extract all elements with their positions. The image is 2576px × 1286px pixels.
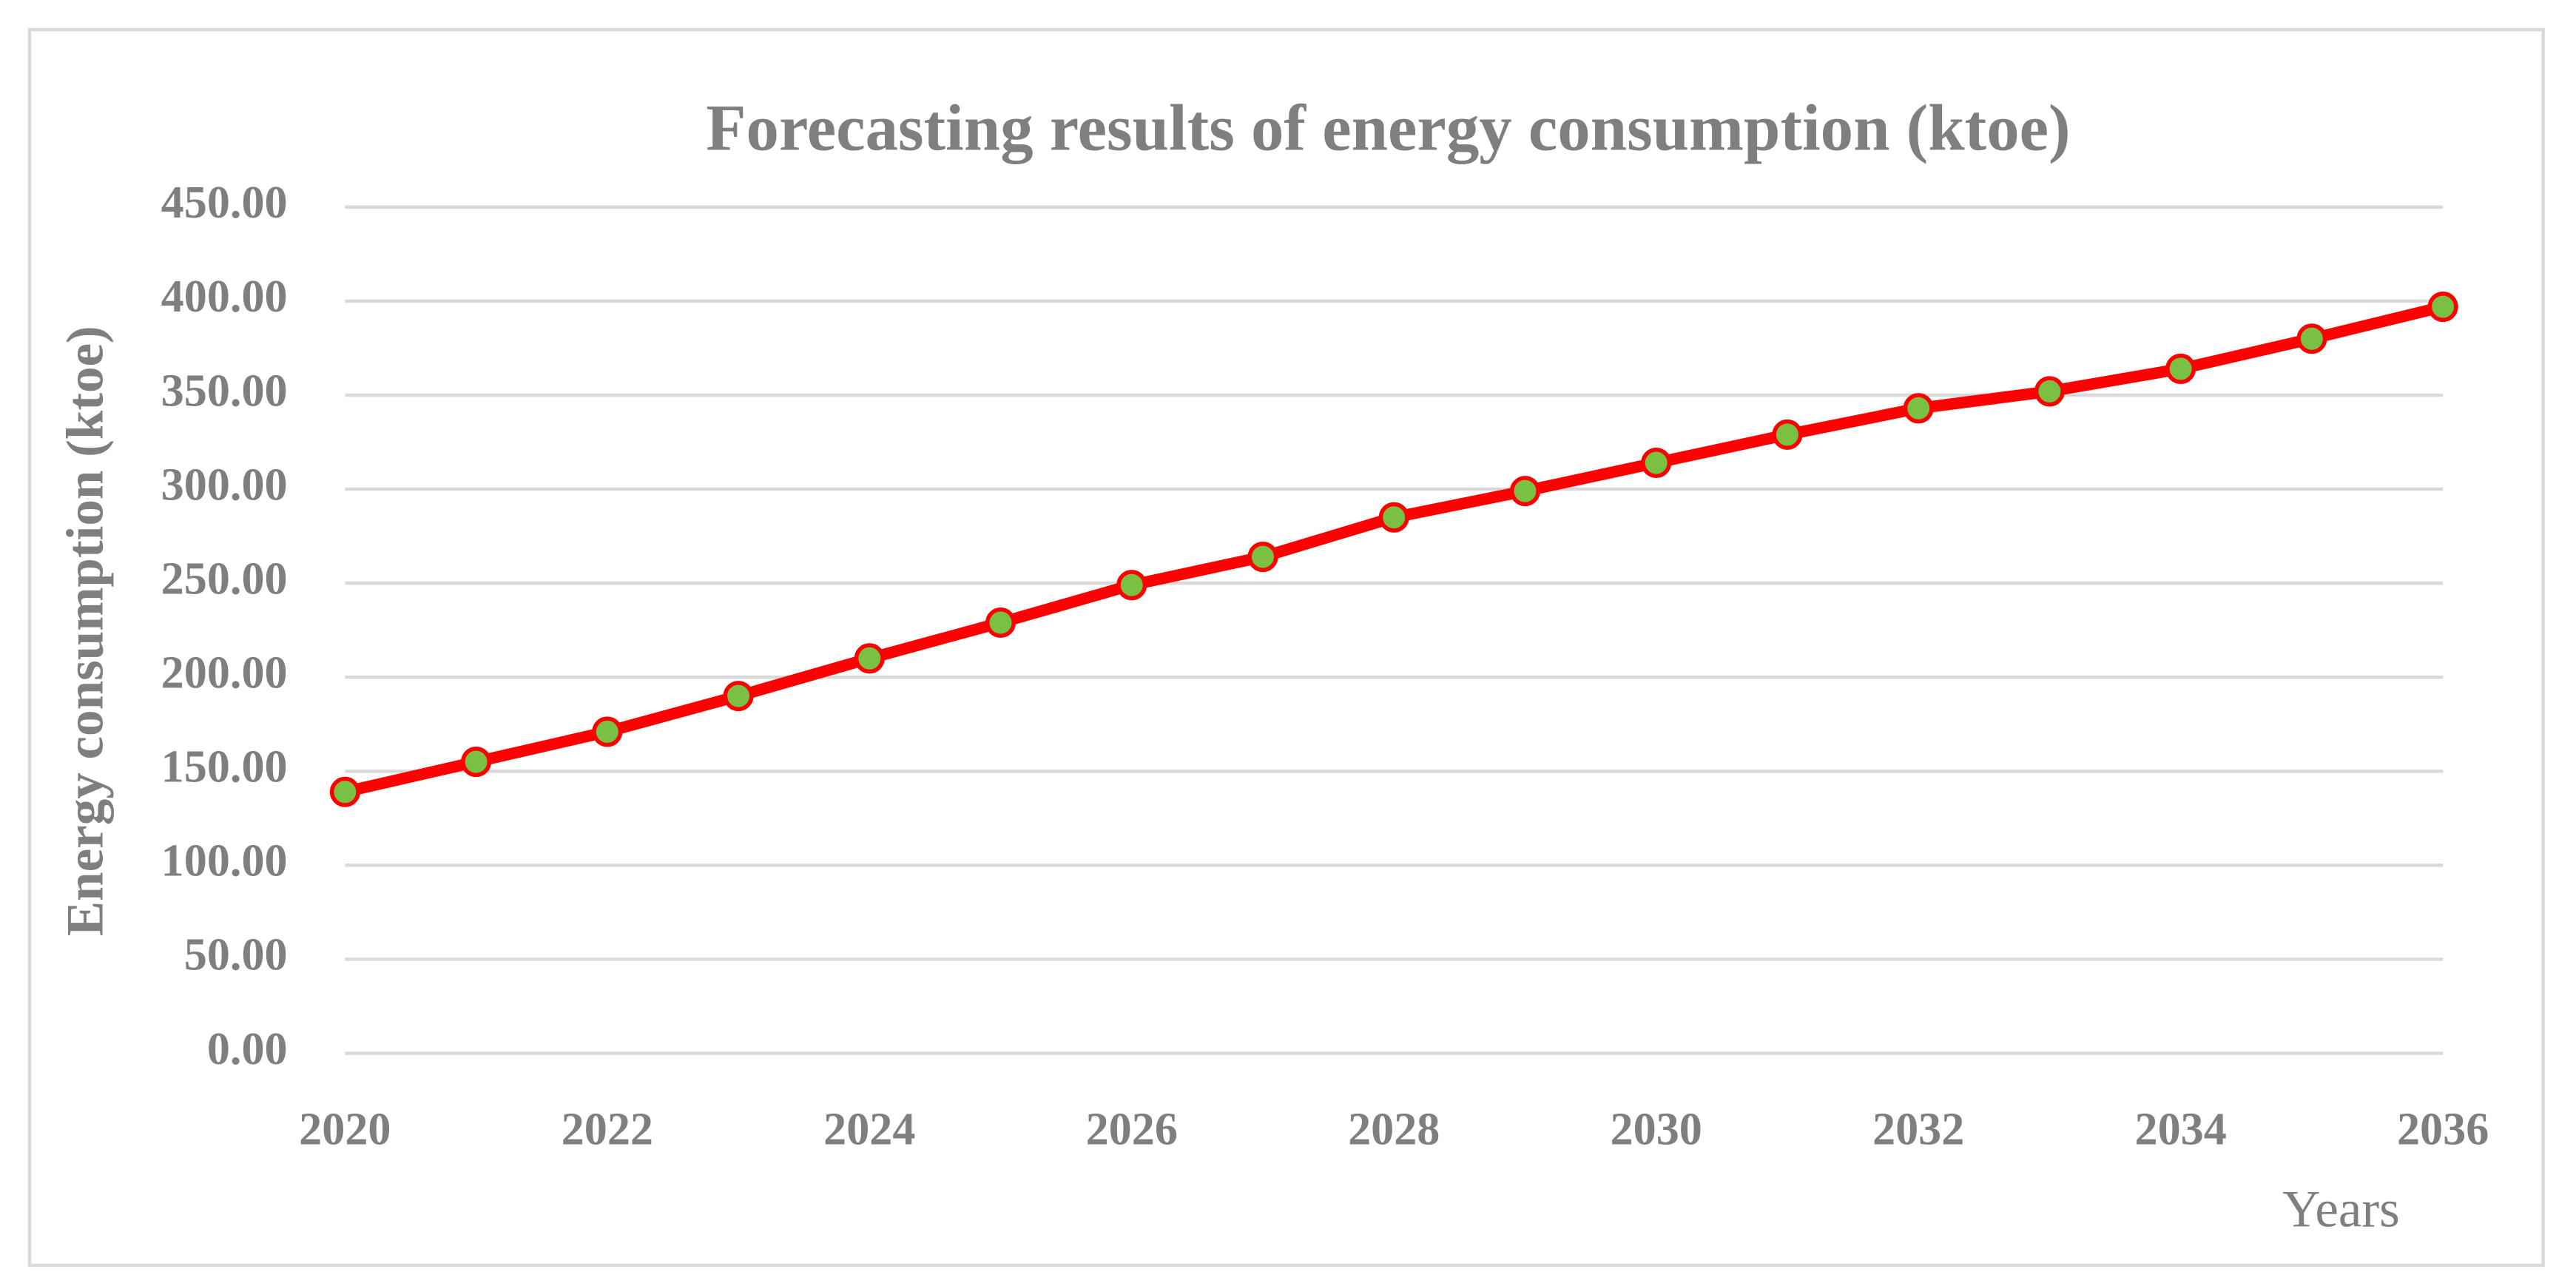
marker <box>2296 323 2327 354</box>
x-tick-label: 2024 <box>823 1105 915 1155</box>
marker <box>1116 570 1147 601</box>
x-tick-label: 2032 <box>1872 1105 1964 1155</box>
chart-title: Forecasting results of energy consumptio… <box>706 92 2070 165</box>
y-tick-label: 350.00 <box>161 366 288 416</box>
x-tick-label: 2020 <box>299 1105 391 1155</box>
x-tick-label: 2026 <box>1086 1105 1178 1155</box>
marker <box>592 716 623 747</box>
x-tick-label: 2034 <box>2134 1105 2226 1155</box>
y-tick-label: 100.00 <box>161 836 288 886</box>
y-tick-label: 400.00 <box>161 272 288 322</box>
marker <box>1378 502 1409 533</box>
marker <box>461 747 492 778</box>
x-axis-label: Years <box>2282 1180 2400 1238</box>
marker <box>1772 419 1803 450</box>
marker <box>1509 476 1541 507</box>
marker <box>2034 376 2065 407</box>
y-tick-label: 300.00 <box>161 459 288 510</box>
y-tick-label: 450.00 <box>161 178 288 228</box>
y-tick-label: 200.00 <box>161 647 288 698</box>
x-tick-label: 2022 <box>562 1105 653 1155</box>
marker <box>1903 393 1934 424</box>
x-tick-label: 2030 <box>1611 1105 1702 1155</box>
marker <box>723 681 754 712</box>
marker <box>329 776 360 807</box>
marker <box>2165 353 2196 384</box>
y-tick-label: 50.00 <box>184 930 288 980</box>
y-tick-label: 150.00 <box>161 742 288 792</box>
marker <box>1247 542 1278 573</box>
x-tick-label: 2028 <box>1348 1105 1440 1155</box>
y-tick-label: 250.00 <box>161 553 288 604</box>
chart-border <box>27 27 2545 1268</box>
marker <box>985 607 1016 639</box>
marker <box>854 643 885 674</box>
x-tick-label: 2036 <box>2397 1105 2489 1155</box>
y-tick-label: 0.00 <box>207 1024 288 1074</box>
y-axis-label: Energy consumption (ktoe) <box>56 326 114 936</box>
marker <box>2427 292 2458 323</box>
marker <box>1641 447 1672 479</box>
